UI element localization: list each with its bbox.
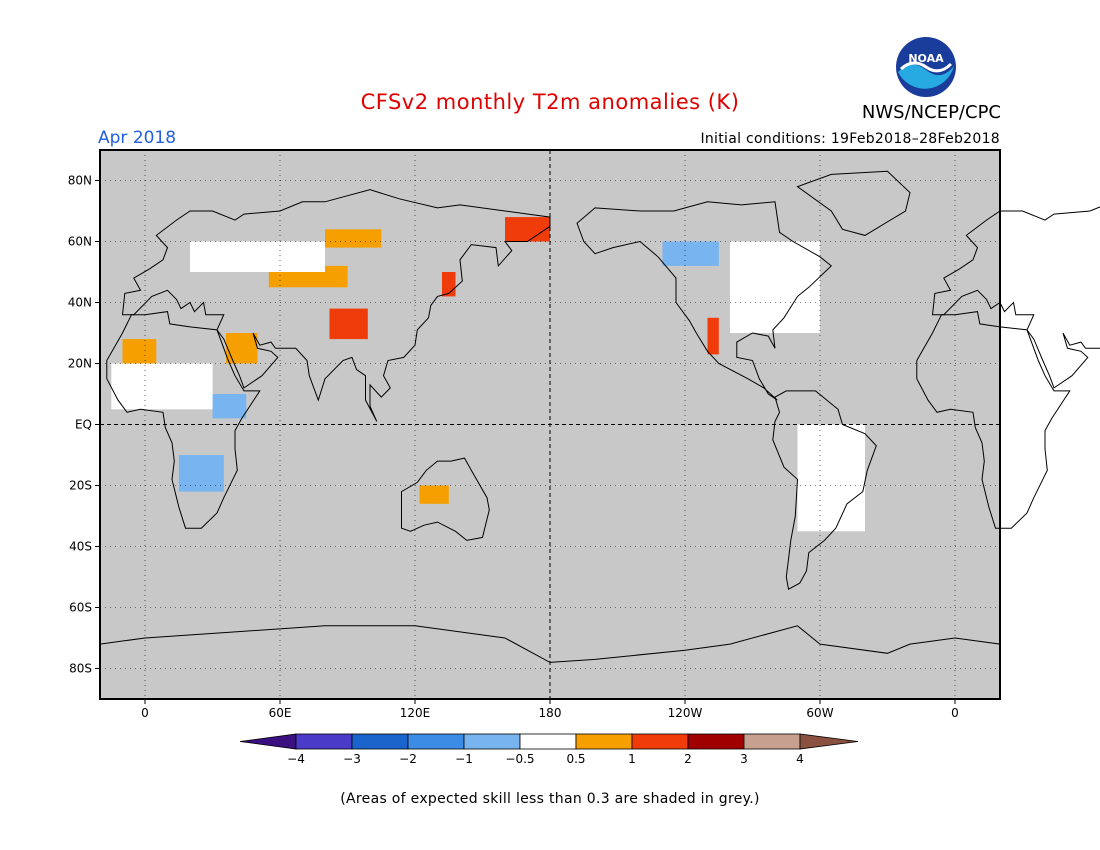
legend-box--2_-1 <box>407 733 465 750</box>
lat-tick-label: 40S <box>69 540 92 554</box>
legend-box-1_2 <box>631 733 689 750</box>
north-america-coastline <box>576 201 833 401</box>
anomaly-northeast-siberia <box>505 217 550 242</box>
map-title: CFSv2 monthly T2m anomalies (K) <box>360 90 740 114</box>
legend-box-3_4 <box>743 733 801 750</box>
skill-footnote: (Areas of expected skill less than 0.3 a… <box>340 791 760 807</box>
noaa-logo: NOAA <box>896 37 956 97</box>
noaa-logo-text: NOAA <box>908 52 944 65</box>
anomaly-arabia <box>226 333 258 364</box>
organization-label: NWS/NCEP/CPC <box>861 102 1001 123</box>
anomaly-southern-africa <box>178 455 224 492</box>
legend-tick-label: 2 <box>684 752 692 766</box>
anomaly-central-siberia <box>325 229 382 248</box>
legend-tick-label: 0.5 <box>566 752 585 766</box>
anomaly-sahel <box>111 363 213 410</box>
legend-tick-label: −2 <box>399 752 417 766</box>
legend-box--0.5_0.5 <box>519 733 577 750</box>
legend-box--1_-0.5 <box>463 733 521 750</box>
greenland-coastline <box>796 170 911 236</box>
anomaly-northern-australia <box>419 485 449 504</box>
legend-box-2_3 <box>687 733 745 750</box>
lon-tick-label: 0 <box>951 706 959 720</box>
lon-tick-label: 0 <box>141 706 149 720</box>
lon-tick-label: 120E <box>400 706 431 720</box>
lat-tick-label: 60N <box>68 235 92 249</box>
africa-coastline-wrap <box>916 311 1071 529</box>
africa-coastline <box>106 311 261 529</box>
anomaly-north-america-southwest <box>707 317 719 355</box>
anomaly-mongolia-tibet <box>329 308 368 340</box>
legend-tick-label: −0.5 <box>505 752 534 766</box>
legend-box--3_-2 <box>351 733 409 750</box>
lat-tick-label: 20N <box>68 357 92 371</box>
legend-tick-label: 1 <box>628 752 636 766</box>
lon-tick-label: 60E <box>269 706 292 720</box>
initial-conditions-label: Initial conditions: 19Feb2018–28Feb2018 <box>700 131 1000 147</box>
lat-tick-label: 80S <box>69 662 92 676</box>
legend-box--4_-3 <box>295 733 353 750</box>
anomaly-canada-west <box>662 241 719 266</box>
legend-tick-label: −4 <box>287 752 305 766</box>
lat-tick-label: 60S <box>69 601 92 615</box>
lat-tick-label: 20S <box>69 479 92 493</box>
legend-tick-label: −1 <box>455 752 473 766</box>
eurasia-coastline-wrap <box>931 206 1100 389</box>
anomaly-europe-asia-belt <box>190 241 325 272</box>
anomaly-south-america-interior <box>797 424 865 532</box>
anomaly-manchuria <box>442 272 456 297</box>
legend-tick-label: 3 <box>740 752 748 766</box>
anomaly-east-africa <box>212 394 247 419</box>
lat-tick-label: 80N <box>68 174 92 188</box>
legend-arrow-high <box>799 733 859 750</box>
legend-arrow-low <box>239 733 297 750</box>
legend-box-0.5_1 <box>575 733 633 750</box>
anomaly-north-america-east <box>730 241 820 333</box>
lon-tick-label: 180 <box>539 706 562 720</box>
lat-tick-label: EQ <box>75 418 92 432</box>
lon-tick-label: 120W <box>668 706 703 720</box>
lat-tick-label: 40N <box>68 296 92 310</box>
forecast-month-label: Apr 2018 <box>98 128 177 148</box>
australia-coastline <box>401 457 490 541</box>
legend-tick-label: −3 <box>343 752 361 766</box>
lon-tick-label: 60W <box>806 706 833 720</box>
legend-tick-label: 4 <box>796 752 804 766</box>
